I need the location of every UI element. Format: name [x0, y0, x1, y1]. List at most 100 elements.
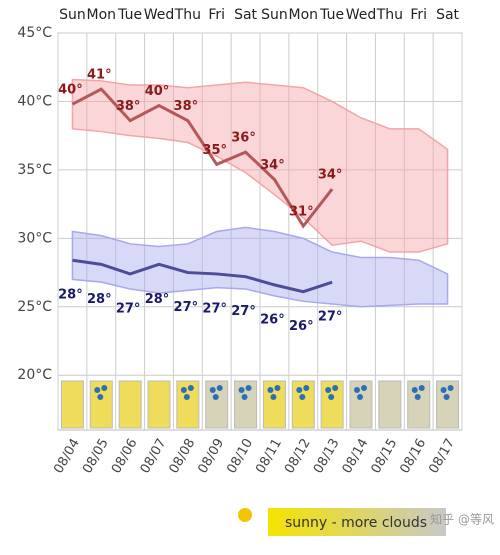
icon-box	[320, 380, 344, 429]
icon-box	[407, 380, 431, 429]
rain-drop	[267, 387, 274, 393]
rain-drop	[209, 387, 216, 393]
weekday-label: Wed	[144, 7, 175, 23]
y-tick-label: 45°C	[17, 25, 52, 41]
rain-drop	[183, 394, 190, 400]
weather-icon	[147, 380, 171, 429]
x-tick-label: 08/12	[282, 436, 314, 476]
data-label: 27°	[116, 301, 141, 316]
legend-label: sunny - more clouds	[285, 515, 427, 531]
x-tick-label: 08/10	[224, 436, 256, 476]
weekday-label: Fri	[410, 7, 427, 23]
x-tick-label: 08/05	[80, 436, 112, 476]
x-tick-label: 08/15	[369, 436, 401, 476]
rain-drop	[270, 394, 277, 400]
weather-icon	[436, 380, 460, 429]
icon-box	[205, 380, 229, 429]
icon-box	[262, 380, 286, 429]
legend: sunny - more clouds 知乎 @等风	[238, 508, 494, 536]
rain-drop	[296, 387, 303, 393]
data-label: 28°	[58, 288, 83, 303]
rain-drop	[332, 385, 339, 391]
rain-drop	[357, 394, 363, 400]
data-label: 27°	[231, 304, 256, 319]
x-tick-label: 08/13	[311, 436, 343, 476]
rain-drop	[414, 394, 421, 400]
data-label: 28°	[87, 292, 112, 307]
rain-drop	[447, 385, 454, 391]
weather-icon	[291, 380, 315, 429]
x-tick-label: 08/11	[253, 436, 285, 476]
x-tick-label: 08/04	[51, 436, 83, 476]
rain-drop	[440, 387, 447, 393]
rain-drop	[418, 385, 425, 391]
rain-drop	[354, 387, 360, 393]
x-tick-label: 08/17	[426, 436, 458, 476]
rain-drop	[97, 394, 104, 400]
weather-icon	[234, 380, 258, 429]
weather-icon	[320, 380, 344, 429]
data-label: 28°	[145, 292, 170, 307]
icon-box	[349, 380, 373, 429]
icon-box	[378, 380, 402, 429]
weekday-label: Thu	[376, 7, 403, 23]
icon-box	[176, 380, 200, 429]
data-label: 40°	[58, 83, 83, 98]
icon-box	[60, 380, 84, 429]
icon-box	[118, 380, 142, 429]
rain-drop	[303, 385, 310, 391]
y-tick-label: 25°C	[17, 299, 52, 315]
data-label: 27°	[318, 310, 343, 325]
weekday-label: Thu	[174, 7, 201, 23]
weekday-label: Sat	[436, 7, 459, 23]
x-tick-label: 08/06	[109, 436, 141, 476]
rain-drop	[241, 394, 248, 400]
rain-drop	[216, 385, 223, 391]
temp-line	[72, 258, 333, 294]
rain-drop	[274, 385, 281, 391]
rain-drop	[361, 385, 367, 391]
rain-drop	[328, 394, 335, 400]
x-tick-label: 08/07	[138, 436, 170, 476]
rain-drop	[411, 387, 418, 393]
temp-line	[71, 87, 334, 229]
rain-drop	[101, 385, 108, 391]
weekday-label: Wed	[346, 7, 377, 23]
weekday-label: Tue	[117, 7, 142, 23]
weekday-label: Tue	[319, 7, 344, 23]
y-tick-label: 35°C	[17, 162, 52, 178]
icon-box	[147, 380, 171, 429]
weather-icon	[262, 380, 286, 429]
rain-drop	[187, 385, 194, 391]
data-label: 38°	[116, 99, 141, 114]
data-label: 40°	[145, 84, 170, 99]
x-tick-label: 08/08	[167, 436, 199, 476]
weekday-label: Mon	[289, 7, 319, 23]
data-label: 27°	[202, 301, 227, 316]
rain-drop	[299, 394, 306, 400]
rain-drop	[443, 394, 450, 400]
data-label: 36°	[231, 131, 256, 146]
data-label: 34°	[260, 158, 285, 173]
data-label: 27°	[174, 300, 199, 315]
watermark: 知乎 @等风	[430, 513, 494, 527]
x-tick-label: 08/09	[195, 436, 227, 476]
legend-bar	[268, 508, 446, 536]
weather-icon	[205, 380, 229, 429]
weather-icon	[407, 380, 431, 429]
data-label: 41°	[87, 68, 112, 83]
weather-icon	[349, 380, 373, 429]
weather-icon	[378, 380, 402, 429]
rain-drop	[245, 385, 252, 391]
weather-icon	[176, 380, 200, 429]
data-label: 38°	[174, 99, 199, 114]
icon-box	[436, 380, 460, 429]
rain-drop	[325, 387, 332, 393]
weather-icon	[60, 380, 84, 429]
icon-box	[291, 380, 315, 429]
weather-icon	[118, 380, 142, 429]
data-label: 35°	[202, 143, 227, 158]
weekday-label: Sun	[59, 7, 86, 23]
x-tick-label: 08/16	[397, 436, 429, 476]
